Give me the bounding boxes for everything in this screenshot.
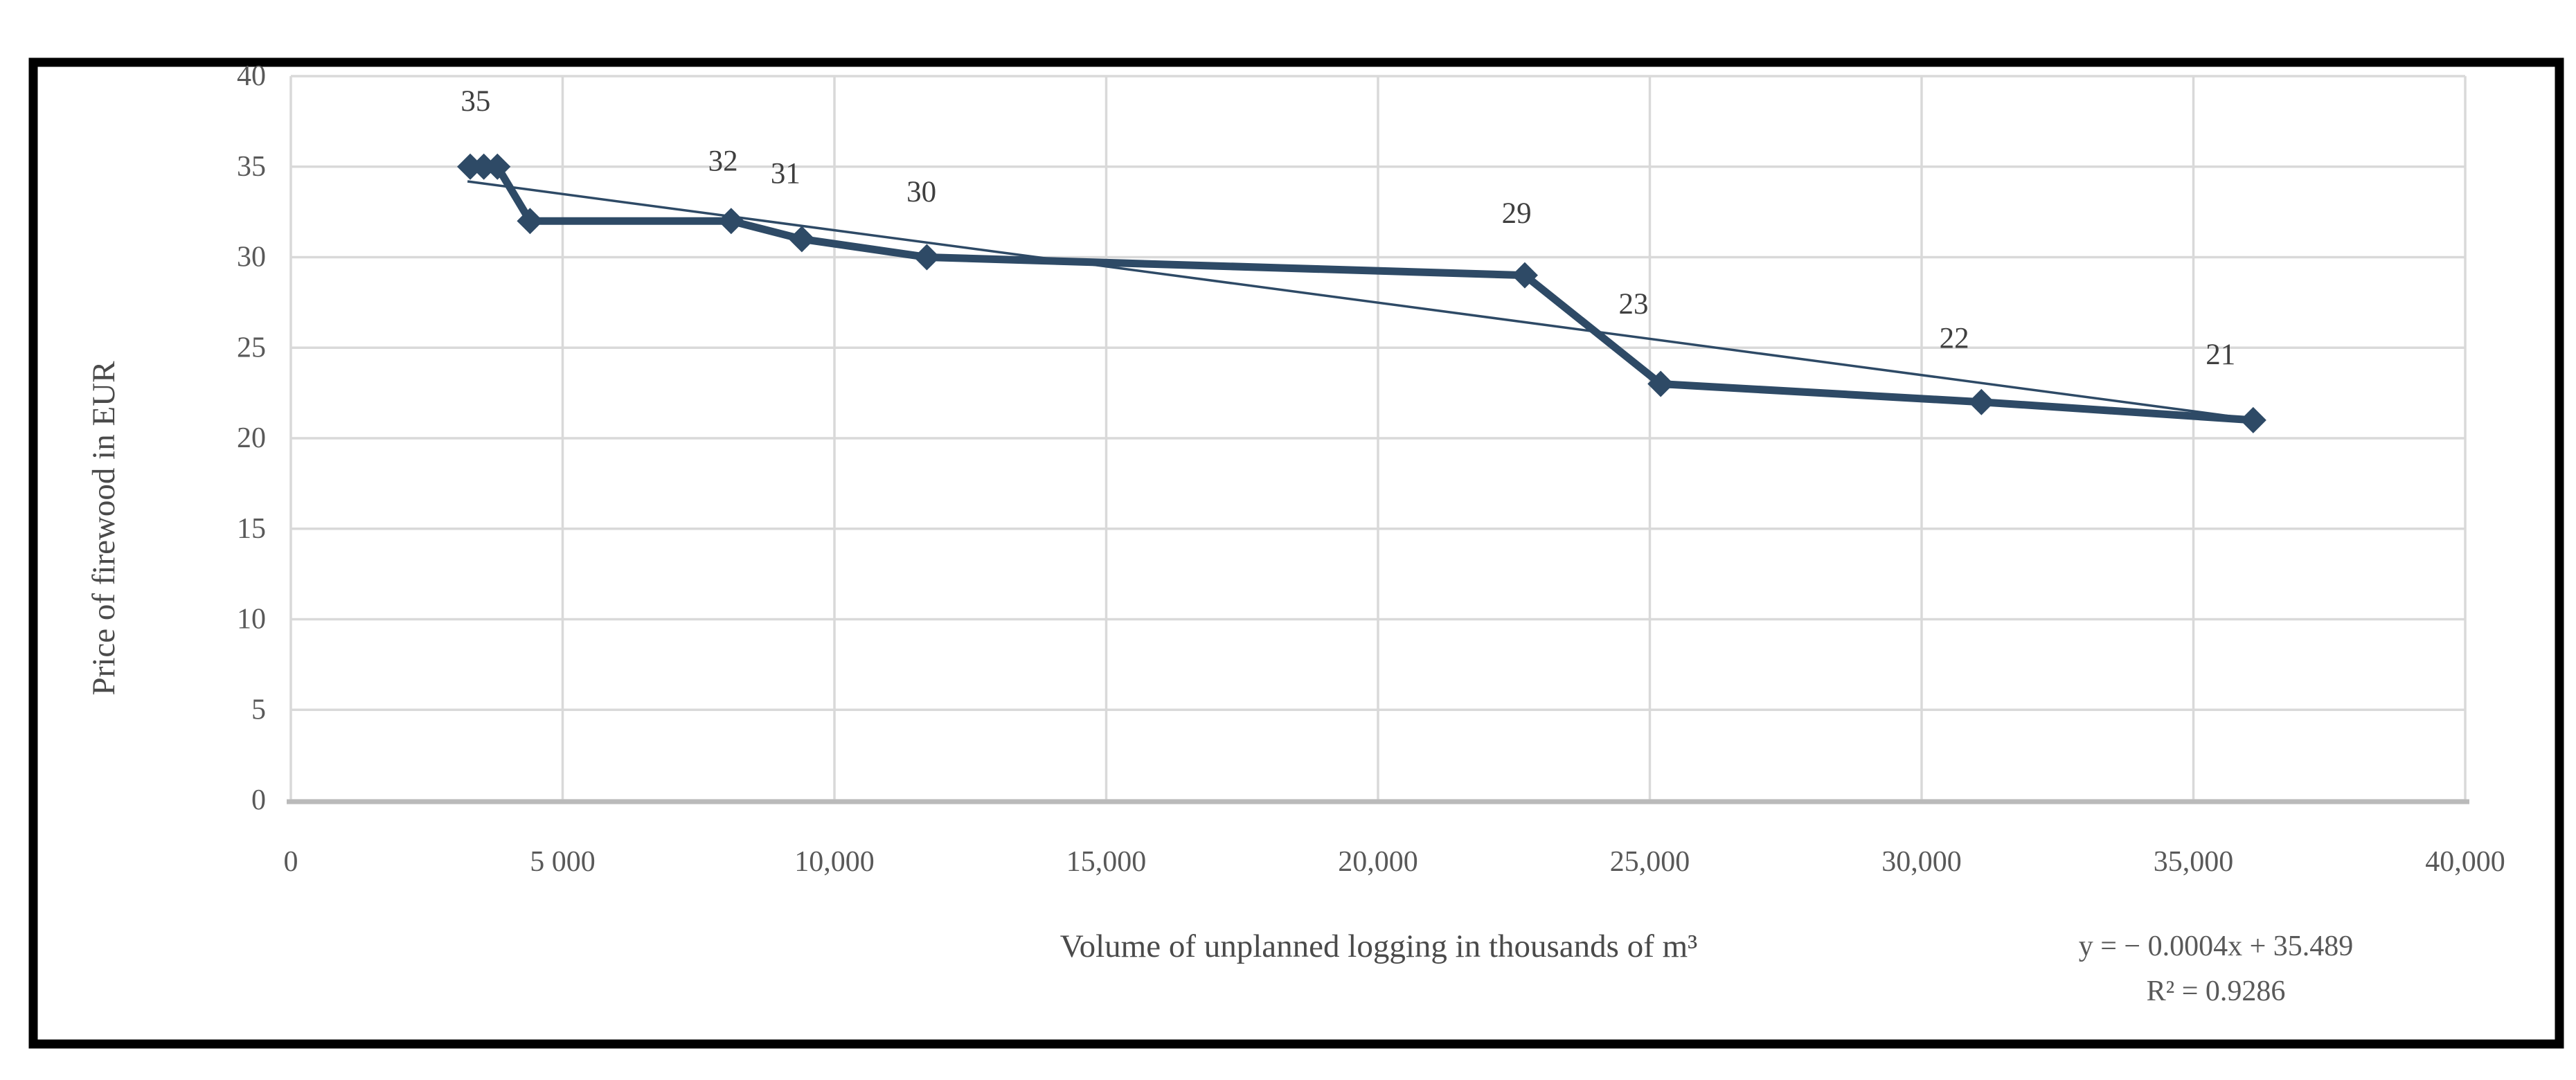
y-tick-label: 15 (237, 513, 266, 545)
data-point-marker (484, 153, 511, 180)
y-tick-label: 20 (237, 422, 266, 454)
y-tick-label: 40 (237, 60, 266, 92)
data-point-marker (517, 208, 544, 235)
data-point-label: 31 (771, 158, 800, 190)
data-point-label: 29 (1502, 197, 1532, 230)
trendline-equation: y = − 0.0004x + 35.489 (2079, 930, 2354, 962)
data-point-marker (913, 244, 940, 271)
x-tick-label: 35,000 (2154, 846, 2234, 878)
plot-area: 35 32 31 30 29 23 22 21 0 5 000 10,000 15,000 20,000… (237, 60, 2505, 878)
x-tick-label: 25,000 (1610, 846, 1690, 878)
trendline (467, 180, 2254, 421)
y-tick-label: 35 (237, 151, 266, 183)
y-tick-label: 0 (251, 784, 266, 816)
x-tick-label: 0 (284, 846, 298, 878)
price-series-line (470, 163, 2254, 424)
data-point-marker (2239, 406, 2266, 433)
data-point-label: 23 (1618, 288, 1648, 321)
x-tick-label: 15,000 (1066, 846, 1147, 878)
data-point-label: 30 (906, 176, 936, 208)
figure-border (28, 57, 2564, 1049)
x-tick-label: 5 000 (530, 846, 596, 878)
data-point-marker (788, 226, 815, 253)
data-point-marker (717, 208, 744, 235)
data-point-marker (1511, 262, 1538, 289)
y-tick-label: 25 (237, 332, 266, 363)
data-point-label: 35 (460, 85, 490, 118)
trendline-r-squared: R² = 0.9286 (2147, 975, 2286, 1007)
data-point-label: 22 (1940, 323, 1969, 355)
y-tick-label: 30 (237, 242, 266, 273)
data-point-marker (1647, 370, 1674, 397)
data-point-marker (470, 153, 497, 180)
y-tick-label: 10 (237, 604, 266, 636)
y-axis-title: Price of firewood in EUR (86, 361, 122, 696)
data-point-marker (457, 153, 484, 180)
x-tick-label: 30,000 (1881, 846, 1962, 878)
data-point-marker (1968, 388, 1995, 415)
data-point-label: 32 (708, 145, 738, 177)
y-tick-label: 5 (251, 694, 266, 726)
x-tick-label: 20,000 (1338, 846, 1418, 878)
x-tick-label: 40,000 (2425, 846, 2505, 878)
x-axis-title: Volume of unplanned logging in thousands… (1060, 928, 1698, 964)
x-tick-label: 10,000 (794, 846, 875, 878)
data-point-label: 21 (2206, 339, 2235, 371)
